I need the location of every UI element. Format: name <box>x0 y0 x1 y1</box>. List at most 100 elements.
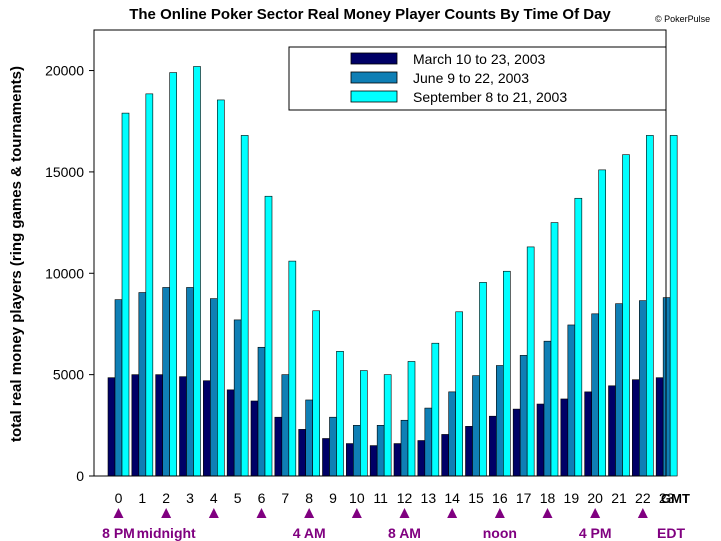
bar-1-hour-2 <box>155 374 163 477</box>
bar-1-hour-10 <box>346 443 354 477</box>
legend-label: June 9 to 22, 2003 <box>413 70 529 86</box>
legend-swatch <box>350 71 398 84</box>
x-tick-label: 11 <box>373 490 388 506</box>
legend-swatch <box>350 90 398 103</box>
legend-label: September 8 to 21, 2003 <box>413 89 567 105</box>
x-tick-label: 7 <box>281 490 289 506</box>
bar-3-hour-0 <box>121 112 130 477</box>
bar-1-hour-6 <box>250 400 259 477</box>
time-marker-triangle <box>542 508 553 518</box>
time-marker-triangle <box>161 508 172 518</box>
local-time-label: 8 AM <box>388 525 421 541</box>
x-tick-label: 1 <box>138 490 146 506</box>
bar-2-hour-20 <box>591 313 599 477</box>
time-marker-triangle <box>494 508 505 518</box>
bar-3-hour-15 <box>479 282 487 477</box>
bar-1-hour-1 <box>131 374 140 477</box>
bar-3-hour-12 <box>407 361 416 477</box>
local-time-label: 4 PM <box>579 525 612 541</box>
x-tick-label: 5 <box>234 490 242 506</box>
x-tick-label: 4 <box>210 490 218 506</box>
bar-1-hour-17 <box>512 408 521 477</box>
x-tick-label: 14 <box>444 490 460 506</box>
edt-label: EDT <box>657 525 685 541</box>
bar-1-hour-5 <box>226 389 235 477</box>
time-marker-triangle <box>113 508 124 518</box>
local-time-label: noon <box>483 525 517 541</box>
bar-3-hour-13 <box>431 342 440 477</box>
bar-3-hour-3 <box>193 66 201 477</box>
bar-3-hour-16 <box>503 270 511 477</box>
y-axis-label: total real money players (ring games & t… <box>8 66 25 442</box>
bar-1-hour-15 <box>465 426 473 477</box>
y-tick-label: 5000 <box>53 367 84 383</box>
bar-1-hour-12 <box>393 443 402 477</box>
bar-3-hour-6 <box>264 195 273 477</box>
x-tick-label: 16 <box>492 490 508 506</box>
x-tick-label: 15 <box>468 490 484 506</box>
time-marker-triangle <box>256 508 267 518</box>
bar-2-hour-23 <box>662 297 671 477</box>
bar-1-hour-0 <box>107 377 116 477</box>
bar-1-hour-14 <box>441 434 449 477</box>
bar-3-hour-18 <box>550 222 559 477</box>
bar-2-hour-5 <box>233 319 242 477</box>
bar-1-hour-19 <box>560 398 569 477</box>
bar-3-hour-19 <box>574 197 583 477</box>
bars-group <box>107 66 678 477</box>
bar-2-hour-6 <box>257 346 266 477</box>
bar-1-hour-20 <box>584 391 592 477</box>
bar-3-hour-21 <box>622 154 630 477</box>
x-tick-label: 3 <box>186 490 194 506</box>
bar-3-hour-2 <box>169 72 177 477</box>
x-tick-label: 21 <box>611 490 627 506</box>
x-tick-label: 17 <box>516 490 532 506</box>
bar-1-hour-4 <box>203 380 211 477</box>
y-tick-label: 20000 <box>45 63 84 79</box>
bar-2-hour-15 <box>472 375 480 477</box>
x-tick-label: 13 <box>421 490 437 506</box>
bar-3-hour-14 <box>455 311 463 477</box>
bar-2-hour-19 <box>567 324 576 477</box>
bar-2-hour-16 <box>496 365 504 477</box>
bar-1-hour-13 <box>417 440 426 477</box>
time-marker-triangle <box>637 508 648 518</box>
x-tick-label: 18 <box>540 490 556 506</box>
bar-3-hour-11 <box>383 374 392 477</box>
x-tick-label: 2 <box>162 490 170 506</box>
bar-3-hour-5 <box>240 135 249 477</box>
bar-3-hour-9 <box>336 351 344 477</box>
bar-1-hour-7 <box>274 416 283 477</box>
x-tick-label: 19 <box>564 490 580 506</box>
bar-2-hour-21 <box>615 303 623 477</box>
local-time-label: 4 AM <box>293 525 326 541</box>
x-tick-label: 12 <box>397 490 413 506</box>
bar-1-hour-23 <box>655 377 664 477</box>
bar-2-hour-17 <box>519 355 528 477</box>
local-time-label: midnight <box>137 525 196 541</box>
bar-3-hour-8 <box>312 310 320 477</box>
bar-1-hour-21 <box>608 385 616 477</box>
time-marker-triangle <box>399 508 410 518</box>
bar-1-hour-11 <box>369 445 378 477</box>
bar-2-hour-9 <box>329 416 337 477</box>
x-tick-label: 10 <box>349 490 365 506</box>
bar-2-hour-22 <box>639 300 647 477</box>
bar-1-hour-3 <box>179 376 187 477</box>
bar-3-hour-7 <box>288 260 297 477</box>
x-tick-label: 23 <box>659 490 675 506</box>
bar-2-hour-10 <box>353 425 361 477</box>
legend-label: March 10 to 23, 2003 <box>413 51 546 67</box>
plot-frame <box>93 29 667 477</box>
bar-1-hour-9 <box>322 438 330 477</box>
time-marker-triangle <box>304 508 315 518</box>
x-axis-label: GMT <box>661 491 690 506</box>
bar-1-hour-22 <box>632 379 640 477</box>
bar-3-hour-20 <box>598 169 606 477</box>
bar-2-hour-4 <box>210 298 218 477</box>
legend-swatch <box>350 52 398 65</box>
bar-3-hour-17 <box>526 246 535 477</box>
bar-1-hour-8 <box>298 429 306 477</box>
x-tick-label: 6 <box>258 490 266 506</box>
bar-2-hour-7 <box>281 374 290 477</box>
